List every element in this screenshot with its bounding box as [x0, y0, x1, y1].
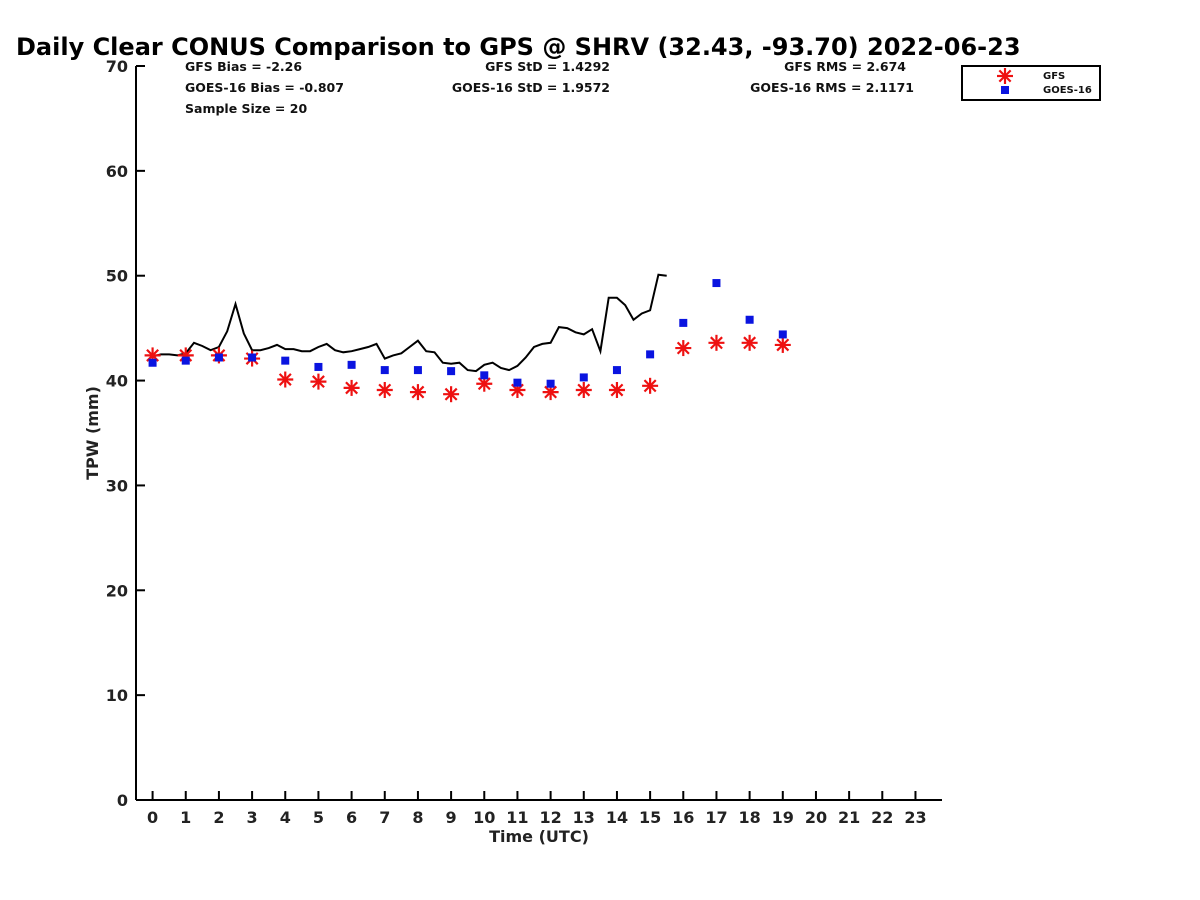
series-gps-line	[152, 273, 667, 373]
point-goes16-8	[413, 366, 422, 375]
x-tick-label-20: 20	[805, 808, 827, 827]
x-axis-label: Time (UTC)	[489, 827, 589, 846]
x-tick-label-4: 4	[280, 808, 291, 827]
point-gfs-4	[277, 371, 294, 388]
legend-marker-gfs	[997, 68, 1013, 84]
point-goes16-17	[712, 279, 721, 288]
point-goes16-10	[480, 371, 489, 380]
x-tick-label-9: 9	[446, 808, 457, 827]
y-tick-label-10: 10	[106, 686, 128, 705]
x-tick-label-19: 19	[772, 808, 794, 827]
y-axis-ticks: 0 10 20 30 40 50 60 70	[106, 57, 145, 810]
x-tick-label-16: 16	[672, 808, 694, 827]
point-goes16-13	[579, 373, 588, 382]
legend: GFS GOES-16	[961, 65, 1101, 101]
point-gfs-19	[774, 336, 791, 353]
legend-gfs-asterisk	[997, 68, 1013, 84]
point-goes16-11	[513, 378, 522, 387]
plot-axes	[135, 66, 942, 801]
stat-goes-rms: GOES-16 RMS = 2.1171	[750, 80, 914, 95]
y-tick-label-50: 50	[106, 267, 128, 286]
x-tick-label-14: 14	[606, 808, 628, 827]
legend-label-goes16: GOES-16	[1043, 85, 1092, 96]
point-gfs-13	[575, 382, 592, 399]
point-goes16-3	[248, 353, 257, 362]
stat-gfs-rms: GFS RMS = 2.674	[784, 59, 906, 74]
y-tick-label-20: 20	[106, 581, 128, 600]
point-goes16-6	[347, 360, 356, 369]
x-tick-label-8: 8	[412, 808, 423, 827]
point-goes16-14	[612, 366, 621, 375]
x-tick-label-21: 21	[838, 808, 860, 827]
stat-sample-size: Sample Size = 20	[185, 101, 307, 116]
legend-goes16-square	[1001, 86, 1009, 94]
y-axis-label: TPW (mm)	[83, 386, 102, 480]
point-goes16-5	[314, 362, 323, 371]
x-tick-label-2: 2	[213, 808, 224, 827]
x-tick-label-5: 5	[313, 808, 324, 827]
point-gfs-7	[376, 382, 393, 399]
x-tick-label-10: 10	[473, 808, 495, 827]
x-tick-label-22: 22	[871, 808, 893, 827]
point-gfs-17	[708, 334, 725, 351]
point-gfs-15	[642, 377, 659, 394]
legend-label-gfs: GFS	[1043, 71, 1065, 82]
x-tick-label-7: 7	[379, 808, 390, 827]
x-axis-ticks: 0 1 2 3 4 5 6 7 8 9 10 11 12 13 14 15 16 17 18 19 20 21 22 23	[147, 791, 927, 827]
legend-marker-goes16	[1001, 86, 1009, 94]
legend-box	[961, 65, 1101, 101]
point-goes16-4	[281, 356, 290, 365]
x-tick-label-6: 6	[346, 808, 357, 827]
chart-title: Daily Clear CONUS Comparison to GPS @ SH…	[16, 33, 1021, 61]
y-tick-label-30: 30	[106, 476, 128, 495]
series-layer	[144, 273, 791, 403]
stat-goes-bias: GOES-16 Bias = -0.807	[185, 80, 344, 95]
stat-gfs-std: GFS StD = 1.4292	[485, 59, 610, 74]
point-gfs-16	[675, 340, 692, 357]
x-tick-label-0: 0	[147, 808, 158, 827]
point-gfs-14	[608, 382, 625, 399]
x-tick-label-3: 3	[247, 808, 258, 827]
point-goes16-16	[679, 318, 688, 327]
x-tick-label-15: 15	[639, 808, 661, 827]
y-tick-label-0: 0	[117, 791, 128, 810]
point-gfs-10	[476, 375, 493, 392]
stats-block: GFS Bias = -2.26 GOES-16 Bias = -0.807 S…	[185, 59, 914, 116]
stat-gfs-bias: GFS Bias = -2.26	[185, 59, 302, 74]
point-goes16-2	[214, 353, 223, 362]
point-goes16-7	[380, 366, 389, 375]
point-gfs-5	[310, 373, 327, 390]
point-gfs-18	[741, 334, 758, 351]
point-goes16-0	[148, 358, 157, 367]
point-goes16-15	[646, 350, 655, 359]
point-goes16-18	[745, 315, 754, 324]
x-tick-label-17: 17	[705, 808, 727, 827]
point-goes16-19	[778, 330, 787, 339]
point-gfs-8	[409, 384, 426, 401]
point-goes16-9	[447, 367, 456, 376]
point-goes16-1	[181, 356, 190, 365]
point-gfs-9	[443, 386, 460, 403]
x-tick-label-12: 12	[539, 808, 561, 827]
y-tick-label-40: 40	[106, 372, 128, 391]
y-tick-label-70: 70	[106, 57, 128, 76]
y-tick-label-60: 60	[106, 162, 128, 181]
point-goes16-12	[546, 379, 555, 388]
x-tick-label-13: 13	[573, 808, 595, 827]
x-tick-label-23: 23	[904, 808, 926, 827]
point-gfs-6	[343, 379, 360, 396]
x-tick-label-11: 11	[506, 808, 528, 827]
stat-goes-std: GOES-16 StD = 1.9572	[452, 80, 610, 95]
x-tick-label-1: 1	[180, 808, 191, 827]
x-tick-label-18: 18	[738, 808, 760, 827]
